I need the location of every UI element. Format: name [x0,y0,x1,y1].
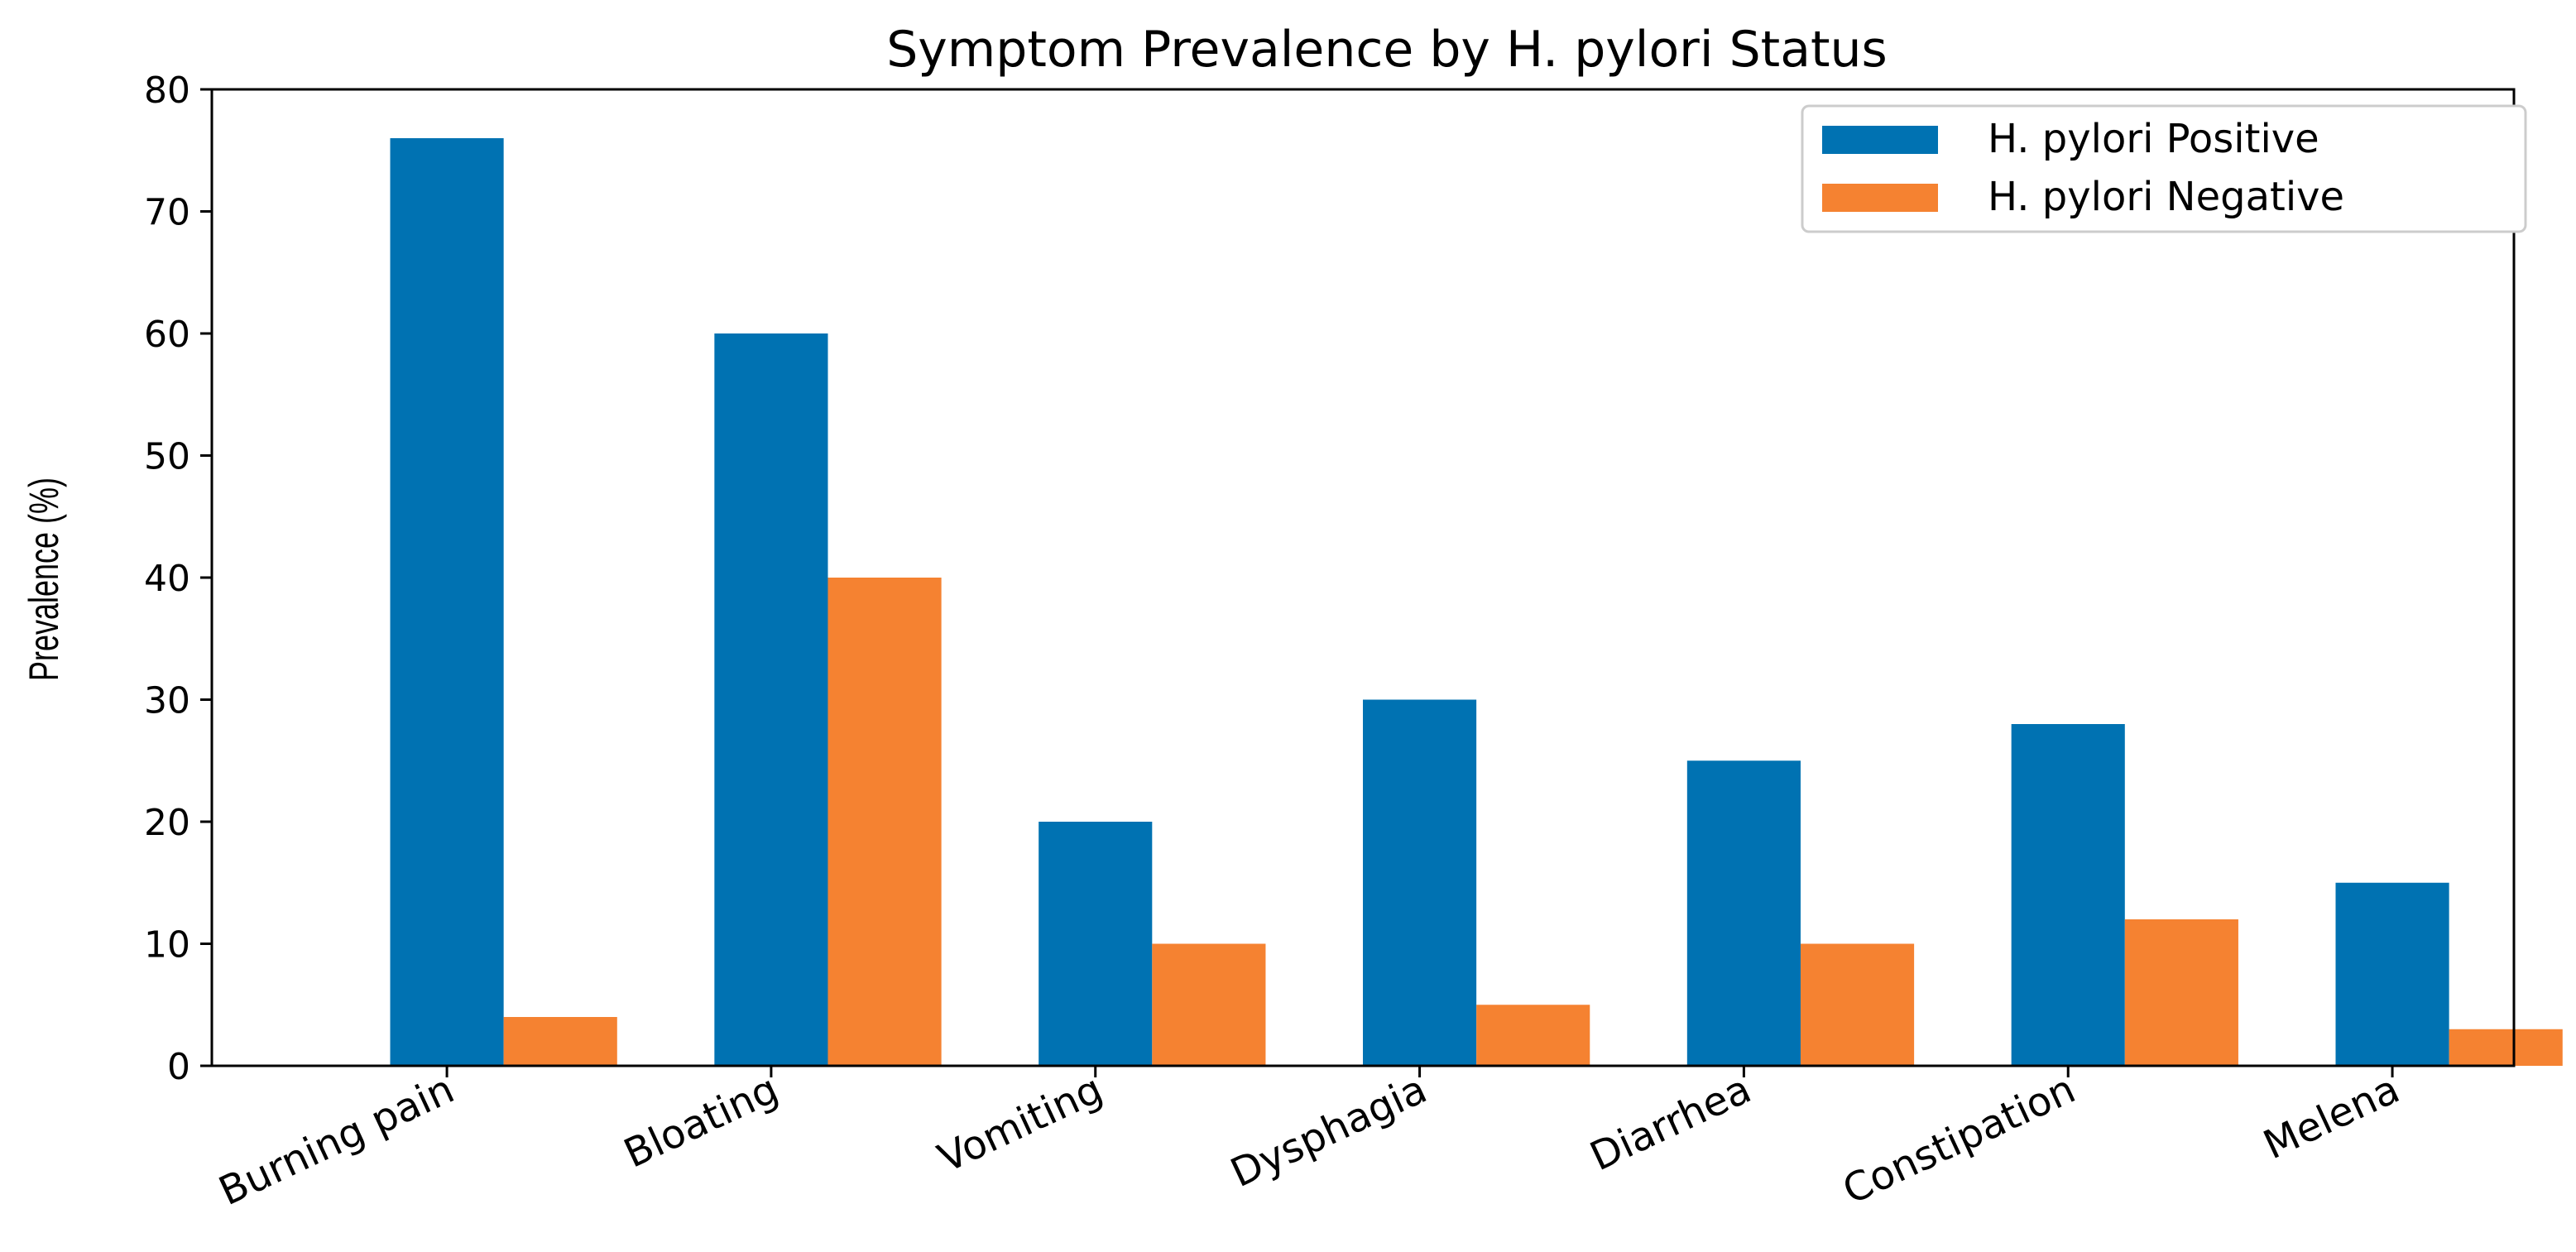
x-tick-label: Dysphagia [1224,1066,1434,1197]
bar-positive-5 [2011,724,2125,1066]
x-tick-label: Burning pain [212,1066,461,1215]
y-tick-label: 10 [144,924,190,967]
bar-positive-1 [714,333,828,1066]
legend-box [1801,104,2527,233]
y-tick-label: 50 [144,436,190,478]
x-tick-label: Diarrhea [1583,1066,1758,1180]
legend: H. pylori Positive H. pylori Negative [1801,104,2527,233]
bar-negative-5 [2124,919,2238,1066]
bar-negative-6 [2449,1029,2563,1066]
y-tick-label: 30 [144,680,190,722]
bar-positive-2 [1039,822,1153,1066]
bar-positive-4 [1686,760,1801,1066]
legend-label-1: H. pylori Negative [1988,174,2344,220]
bar-negative-1 [827,578,942,1066]
bar-negative-4 [1800,943,1915,1066]
y-tick-label: 70 [144,192,190,234]
legend-label-0: H. pylori Positive [1988,116,2319,162]
x-tick-label: Vomiting [931,1066,1109,1182]
x-tick-label: Melena [2257,1066,2406,1168]
bar-positive-0 [390,138,504,1066]
bar-negative-3 [1476,1005,1590,1066]
y-tick-label: 20 [144,802,190,844]
y-axis-label: Prevalence (%) [22,477,67,681]
x-tick-label: Bloating [617,1066,785,1177]
y-tick-label: 0 [167,1046,190,1088]
bar-positive-6 [2335,882,2449,1066]
y-tick-label: 40 [144,558,190,600]
legend-swatch-1 [1822,184,1938,212]
y-tick-label: 60 [144,314,190,356]
bar-negative-2 [1152,943,1266,1066]
bar-negative-0 [503,1017,617,1066]
y-tick-label: 80 [144,70,190,112]
chart-title: Symptom Prevalence by H. pylori Status [886,21,1888,79]
x-tick-label: Constipation [1836,1066,2083,1214]
plot-area: 0 10 20 30 40 50 60 70 80 Burning pain Bloating Vom… [144,70,2563,1215]
bar-positive-3 [1363,699,1477,1066]
legend-swatch-0 [1822,126,1938,154]
